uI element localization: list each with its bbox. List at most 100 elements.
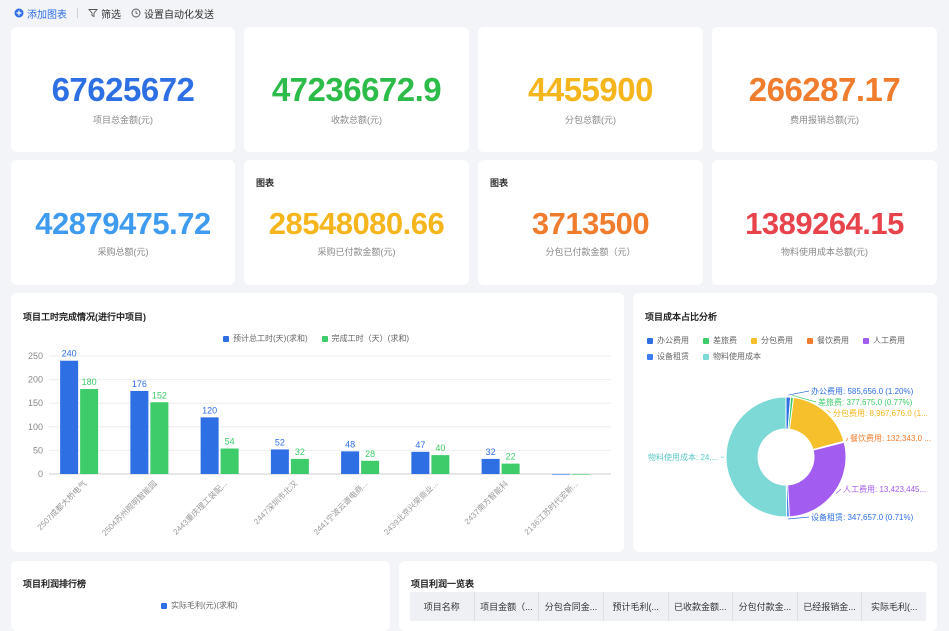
label-leader-line (827, 410, 831, 413)
slice-label: 差旅费: 377,675.0 (0.77%) (818, 397, 913, 407)
auto-send-label: 设置自动化发送 (144, 6, 214, 21)
y-tick-label: 0 (38, 469, 43, 479)
add-chart-label: 添加图表 (27, 6, 67, 21)
kpi-value: 3713500 (478, 206, 703, 242)
data-label: 32 (295, 447, 305, 457)
data-label: 180 (82, 377, 97, 387)
kpi-label: 采购已付款金额(元) (244, 245, 469, 258)
x-tick-label: 2441宁波云谱电商... (311, 478, 369, 536)
bar (150, 402, 168, 474)
bar (361, 461, 379, 474)
bar (201, 417, 219, 474)
bar (411, 452, 429, 474)
label-leader-line (846, 438, 848, 441)
cost-donut-chart: 办公费用: 585,656.0 (1.20%)差旅费: 377,675.0 (0… (633, 293, 937, 552)
kpi-card-purchase-total[interactable]: 42879475.72 采购总额(元) (11, 160, 235, 285)
data-label: 120 (202, 405, 217, 415)
table-column-header[interactable]: 已收款金额... (669, 592, 734, 621)
kpi-label: 采购总额(元) (11, 245, 235, 258)
filter-button[interactable]: 筛选 (88, 6, 121, 21)
bar (572, 474, 590, 475)
x-tick-label: 2507成都大桥电气 (35, 478, 89, 532)
kpi-card-received-total[interactable]: 47236672.9 收款总额(元) (244, 27, 469, 152)
data-label: 54 (225, 437, 235, 447)
slice-label: 办公费用: 585,656.0 (1.20%) (811, 386, 914, 396)
kpi-label: 物料使用成本总额(元) (712, 245, 937, 258)
data-label: 32 (486, 447, 496, 457)
donut-slice (726, 397, 787, 517)
panel-title: 项目利润一览表 (411, 577, 474, 590)
kpi-card-subcontract-total[interactable]: 4455900 分包总额(元) (478, 27, 703, 152)
y-tick-label: 50 (33, 445, 43, 455)
y-tick-label: 250 (28, 351, 43, 361)
hours-chart-panel: 项目工时完成情况(进行中项目) 预计总工时(天)(求和) 完成工时（天）(求和)… (11, 293, 624, 552)
kpi-card-subcontract-paid[interactable]: 图表 3713500 分包已付款金额（元） (478, 160, 703, 285)
table-column-header[interactable]: 分包合同金... (539, 592, 604, 621)
bar (221, 449, 239, 474)
ranking-legend[interactable]: 实际毛利(元)(求和) (161, 600, 238, 611)
kpi-label: 费用报销总额(元) (712, 113, 937, 126)
slice-label: 物料使用成本: 24,... (648, 452, 718, 462)
kpi-value: 266287.17 (712, 71, 937, 109)
x-tick-label: 2443重庆理工装配... (171, 478, 229, 536)
table-column-header[interactable]: 已经报销金... (798, 592, 863, 621)
table-column-header[interactable]: 实际毛利(... (862, 592, 926, 621)
bar (80, 389, 98, 474)
bar (60, 361, 78, 474)
data-label: 176 (132, 379, 147, 389)
data-label: 28 (365, 449, 375, 459)
donut-slice (788, 442, 846, 517)
y-tick-label: 100 (28, 422, 43, 432)
x-tick-label: 2447深圳市北汉 (251, 478, 299, 526)
data-label: 48 (345, 439, 355, 449)
kpi-card-expense-total[interactable]: 266287.17 费用报销总额(元) (712, 27, 937, 152)
slice-label: 人工费用: 13,423,445... (843, 484, 926, 494)
card-title: 图表 (256, 176, 274, 189)
bar (271, 449, 289, 474)
y-tick-label: 150 (28, 398, 43, 408)
bar (291, 459, 309, 474)
kpi-card-material-cost[interactable]: 1389264.15 物料使用成本总额(元) (712, 160, 937, 285)
kpi-label: 收款总额(元) (244, 113, 469, 126)
auto-send-button[interactable]: 设置自动化发送 (131, 6, 214, 21)
bar (341, 451, 359, 474)
x-tick-label: 2437南方智能科 (462, 478, 510, 526)
add-chart-button[interactable]: 添加图表 (14, 6, 67, 21)
data-label: 152 (152, 390, 167, 400)
kpi-value: 28548080.66 (244, 206, 469, 242)
kpi-card-project-total[interactable]: 67625672 项目总金额(元) (11, 27, 235, 152)
slice-label: 餐饮费用: 132,343.0 ... (850, 433, 931, 443)
bar (482, 459, 500, 474)
data-label: 240 (62, 349, 77, 359)
label-leader-line (788, 517, 809, 519)
data-label: 40 (435, 443, 445, 453)
bar (552, 474, 570, 475)
kpi-value: 47236672.9 (244, 71, 469, 109)
kpi-value: 67625672 (11, 71, 235, 109)
bar (130, 391, 148, 474)
legend-swatch (161, 603, 167, 609)
kpi-value: 4455900 (478, 71, 703, 109)
table-column-header[interactable]: 分包付款金... (733, 592, 798, 621)
cost-pie-panel: 项目成本占比分析 办公费用差旅费分包费用餐饮费用人工费用设备租赁物料使用成本 办… (633, 293, 937, 552)
legend-label: 实际毛利(元)(求和) (171, 601, 238, 610)
table-column-header[interactable]: 预计毛利(... (604, 592, 669, 621)
kpi-card-purchase-paid[interactable]: 图表 28548080.66 采购已付款金额(元) (244, 160, 469, 285)
kpi-label: 项目总金额(元) (11, 113, 235, 126)
data-label: 22 (506, 452, 516, 462)
panel-title: 项目利润排行榜 (23, 577, 86, 590)
card-title: 图表 (490, 176, 508, 189)
kpi-label: 分包总额(元) (478, 113, 703, 126)
toolbar: 添加图表 筛选 设置自动化发送 (14, 6, 214, 20)
data-label: 52 (275, 437, 285, 447)
clock-icon (131, 8, 141, 18)
kpi-value: 42879475.72 (11, 206, 235, 242)
x-tick-label: 2439北京兴荣商业... (381, 478, 439, 536)
data-label: 47 (415, 440, 425, 450)
filter-icon (88, 8, 98, 18)
legend-item[interactable]: 实际毛利(元)(求和) (161, 600, 238, 611)
table-column-header[interactable]: 项目名称 (410, 592, 475, 621)
profit-table-header: 项目名称 项目金额（... 分包合同金... 预计毛利(... 已收款金额...… (410, 592, 926, 621)
table-column-header[interactable]: 项目金额（... (475, 592, 540, 621)
